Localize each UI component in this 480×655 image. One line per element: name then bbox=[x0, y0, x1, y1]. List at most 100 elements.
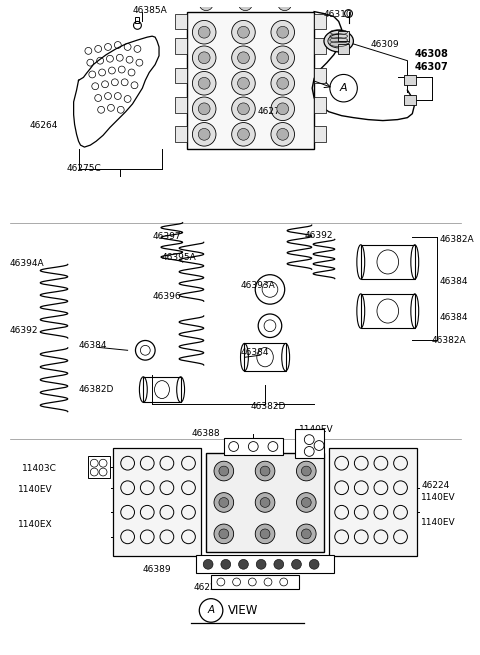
Circle shape bbox=[271, 46, 295, 69]
Text: 46382A: 46382A bbox=[440, 235, 474, 244]
Bar bbox=[314, 67, 326, 83]
Circle shape bbox=[255, 461, 275, 481]
Ellipse shape bbox=[324, 30, 353, 52]
Circle shape bbox=[271, 97, 295, 121]
Text: 46384: 46384 bbox=[79, 341, 107, 350]
Text: 1140EV: 1140EV bbox=[421, 493, 456, 502]
Text: A: A bbox=[340, 83, 348, 93]
Bar bbox=[405, 75, 416, 85]
Text: 46394A: 46394A bbox=[10, 259, 45, 269]
Text: 46382D: 46382D bbox=[79, 385, 114, 394]
Bar bbox=[329, 449, 417, 557]
Bar bbox=[338, 31, 349, 41]
Text: 46308: 46308 bbox=[414, 49, 448, 59]
Circle shape bbox=[232, 97, 255, 121]
Circle shape bbox=[198, 52, 210, 64]
Circle shape bbox=[256, 559, 266, 569]
Bar bbox=[144, 377, 180, 402]
Text: 46392: 46392 bbox=[10, 326, 38, 335]
Circle shape bbox=[277, 26, 288, 38]
Text: 46388: 46388 bbox=[192, 429, 220, 438]
Text: 46393A: 46393A bbox=[240, 281, 275, 290]
Bar bbox=[314, 126, 326, 142]
Circle shape bbox=[232, 71, 255, 95]
Text: 46224: 46224 bbox=[421, 481, 449, 491]
Text: 1140EV: 1140EV bbox=[300, 425, 334, 434]
Circle shape bbox=[238, 52, 249, 64]
Circle shape bbox=[232, 20, 255, 44]
Circle shape bbox=[232, 122, 255, 146]
Circle shape bbox=[219, 466, 229, 476]
Circle shape bbox=[255, 493, 275, 512]
Circle shape bbox=[277, 128, 288, 140]
Bar bbox=[361, 245, 415, 279]
Circle shape bbox=[198, 103, 210, 115]
Text: 1140EV: 1140EV bbox=[18, 485, 52, 495]
Text: 46392: 46392 bbox=[304, 231, 333, 240]
Bar bbox=[405, 95, 416, 105]
Circle shape bbox=[291, 559, 301, 569]
Bar bbox=[175, 126, 187, 142]
Bar bbox=[211, 575, 300, 589]
Circle shape bbox=[309, 559, 319, 569]
Bar bbox=[224, 438, 283, 455]
Circle shape bbox=[199, 0, 213, 10]
Bar bbox=[196, 555, 334, 573]
Circle shape bbox=[219, 498, 229, 508]
Text: 46384: 46384 bbox=[440, 277, 468, 286]
Circle shape bbox=[238, 26, 249, 38]
Circle shape bbox=[219, 529, 229, 539]
Circle shape bbox=[297, 461, 316, 481]
Bar bbox=[314, 97, 326, 113]
Circle shape bbox=[271, 20, 295, 44]
Text: 46309: 46309 bbox=[370, 39, 399, 48]
Text: 46397: 46397 bbox=[152, 232, 181, 241]
Bar bbox=[187, 12, 314, 149]
Circle shape bbox=[255, 524, 275, 544]
Bar bbox=[206, 453, 324, 552]
Bar bbox=[314, 38, 326, 54]
Text: 46385A: 46385A bbox=[132, 6, 167, 15]
Text: A: A bbox=[207, 605, 215, 616]
Text: 46307: 46307 bbox=[414, 62, 448, 71]
Circle shape bbox=[214, 493, 234, 512]
Text: 46382A: 46382A bbox=[432, 336, 467, 345]
Text: 11403C: 11403C bbox=[22, 464, 57, 473]
Circle shape bbox=[192, 97, 216, 121]
Circle shape bbox=[277, 52, 288, 64]
Circle shape bbox=[297, 524, 316, 544]
Circle shape bbox=[198, 26, 210, 38]
Text: 46384: 46384 bbox=[240, 348, 269, 357]
Circle shape bbox=[214, 461, 234, 481]
Bar bbox=[175, 97, 187, 113]
Text: 46395A: 46395A bbox=[162, 253, 197, 261]
Circle shape bbox=[271, 122, 295, 146]
Circle shape bbox=[297, 493, 316, 512]
Circle shape bbox=[192, 71, 216, 95]
Circle shape bbox=[238, 77, 249, 89]
Polygon shape bbox=[73, 36, 159, 147]
Bar bbox=[113, 449, 201, 557]
Bar bbox=[244, 343, 286, 371]
Circle shape bbox=[221, 559, 231, 569]
Text: 1140EX: 1140EX bbox=[18, 519, 52, 529]
Text: 1140EV: 1140EV bbox=[421, 517, 456, 527]
Bar bbox=[338, 44, 349, 54]
Text: 46275C: 46275C bbox=[67, 164, 101, 173]
Circle shape bbox=[239, 559, 248, 569]
Text: 46310: 46310 bbox=[324, 10, 353, 19]
Text: 46384: 46384 bbox=[440, 313, 468, 322]
Circle shape bbox=[260, 529, 270, 539]
Circle shape bbox=[271, 71, 295, 95]
Circle shape bbox=[274, 559, 284, 569]
Text: 46382D: 46382D bbox=[251, 402, 286, 411]
Text: 46389: 46389 bbox=[143, 565, 171, 574]
Bar bbox=[295, 429, 324, 458]
Circle shape bbox=[238, 103, 249, 115]
Circle shape bbox=[203, 559, 213, 569]
Circle shape bbox=[192, 20, 216, 44]
Text: 46276: 46276 bbox=[257, 107, 286, 116]
Circle shape bbox=[214, 524, 234, 544]
Circle shape bbox=[192, 46, 216, 69]
Text: 46264: 46264 bbox=[29, 121, 58, 130]
